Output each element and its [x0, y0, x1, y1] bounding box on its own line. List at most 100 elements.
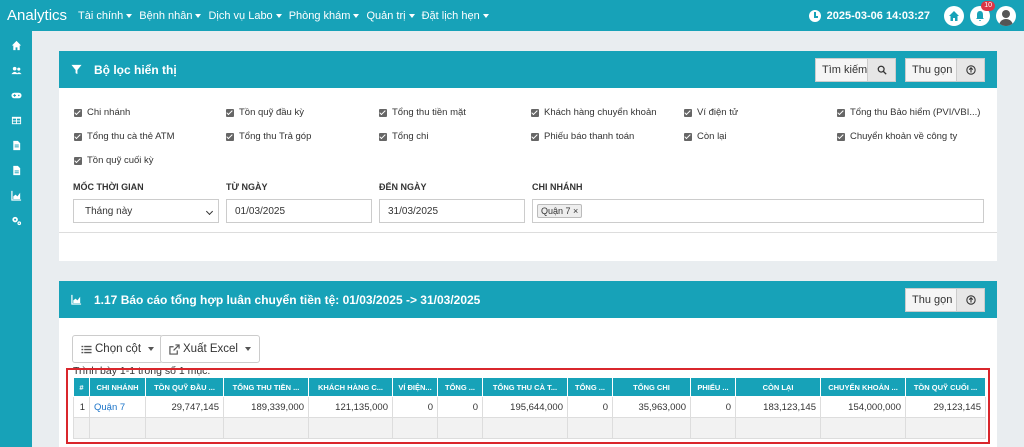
- report-collapse-button[interactable]: Thu gọn: [905, 288, 985, 312]
- table-header-row: # CHI NHÁNH TỒN QUỸ ĐẦU ... TỔNG THU TIỀ…: [73, 377, 986, 397]
- choose-columns-button[interactable]: Chọn cột: [72, 335, 164, 363]
- from-date-input[interactable]: 01/03/2025: [226, 199, 372, 223]
- home-icon: [949, 10, 959, 21]
- checkbox-tong-thu-tien-mat[interactable]: Tổng thu tiền mặt: [379, 107, 466, 118]
- branch-link[interactable]: Quận 7: [89, 396, 146, 418]
- checkbox-khach-hang-chuyen-khoan[interactable]: Khách hàng chuyển khoản: [531, 107, 657, 118]
- checkbox-checked-icon: [379, 108, 387, 117]
- cell-remaining: 183,123,145: [735, 396, 821, 418]
- checkbox-tong-thu-bao-hiem[interactable]: Tổng thu Bảo hiểm (PVI/VBI...): [837, 107, 980, 118]
- from-date-value: 01/03/2025: [235, 205, 286, 217]
- branch-tag[interactable]: Quận 7 ×: [537, 204, 583, 218]
- cell-transfer-to-company: 154,000,000: [820, 396, 906, 418]
- col-atm-card[interactable]: TỔNG THU CÀ T...: [482, 377, 568, 397]
- branch-multiselect[interactable]: Quận 7 ×: [532, 199, 984, 223]
- chevron-down-icon: [482, 13, 489, 18]
- file-icon: [12, 140, 20, 151]
- sidebar-item-documents[interactable]: [0, 158, 32, 183]
- footer-cell: [612, 417, 691, 439]
- col-index[interactable]: #: [73, 377, 90, 397]
- footer-cell: [437, 417, 483, 439]
- col-closing-balance[interactable]: TỒN QUỸ CUỐI ...: [905, 377, 986, 397]
- sidebar-item-patients[interactable]: [0, 58, 32, 83]
- menu-appointments[interactable]: Đặt lịch hẹn: [422, 10, 489, 22]
- app-brand[interactable]: Analytics: [7, 7, 68, 24]
- checkbox-vi-dien-tu[interactable]: Ví điện tử: [684, 107, 738, 118]
- col-customer-transfer[interactable]: KHÁCH HÀNG C...: [308, 377, 393, 397]
- cell-installment: 0: [567, 396, 613, 418]
- sidebar-item-home[interactable]: [0, 33, 32, 58]
- cell-cash-income: 189,339,000: [223, 396, 309, 418]
- cogs-icon: [11, 216, 21, 226]
- col-total-insurance[interactable]: TỔNG ...: [437, 377, 483, 397]
- checkbox-checked-icon: [74, 156, 82, 165]
- checkbox-checked-icon: [531, 132, 539, 141]
- chevron-down-icon: [195, 13, 202, 18]
- menu-admin[interactable]: Quản trị: [366, 10, 415, 22]
- chevron-down-icon: [353, 13, 360, 18]
- user-avatar[interactable]: [996, 5, 1016, 26]
- menu-label: Phòng khám: [288, 9, 351, 22]
- sidebar-item-tables[interactable]: [0, 108, 32, 133]
- checkbox-tong-thu-ca-the-atm[interactable]: Tổng thu cà thẻ ATM: [74, 131, 174, 142]
- sidebar-item-settings[interactable]: [0, 208, 32, 233]
- time-period-select[interactable]: Tháng này: [73, 199, 219, 223]
- sidebar-item-services[interactable]: [0, 83, 32, 108]
- cell-e-wallet: 0: [392, 396, 438, 418]
- col-installment[interactable]: TỔNG ...: [567, 377, 613, 397]
- to-date-value: 31/03/2025: [388, 205, 439, 217]
- cell-opening-balance: 29,747,145: [145, 396, 224, 418]
- filter-panel-header: Bộ lọc hiển thị Tìm kiếm Thu gọn: [59, 51, 997, 88]
- col-remaining[interactable]: CÒN LẠI: [735, 377, 821, 397]
- checkbox-chi-nhanh[interactable]: Chi nhánh: [74, 107, 130, 118]
- sidebar-item-files[interactable]: [0, 133, 32, 158]
- col-transfer-to-company[interactable]: CHUYỂN KHOẢN ...: [820, 377, 906, 397]
- sidebar-item-reports[interactable]: [0, 183, 32, 208]
- arrow-circle-up-icon: [956, 289, 984, 311]
- export-excel-button[interactable]: Xuất Excel: [160, 335, 260, 363]
- checkbox-checked-icon: [837, 108, 845, 117]
- menu-clinic[interactable]: Phòng khám: [289, 10, 360, 22]
- checkbox-ton-quy-dau-ky[interactable]: Tồn quỹ đầu kỳ: [226, 107, 304, 118]
- checkbox-label: Tổng thu Trả góp: [239, 131, 312, 142]
- checkbox-tong-thu-tra-gop[interactable]: Tổng thu Trả góp: [226, 131, 311, 142]
- checkbox-checked-icon: [837, 132, 845, 141]
- col-opening-balance[interactable]: TỒN QUỸ ĐẦU ...: [145, 377, 224, 397]
- time-period-label: MỐC THỜI GIAN: [73, 182, 144, 192]
- search-button[interactable]: Tìm kiếm: [815, 58, 896, 82]
- cell-payment-notice: 0: [690, 396, 736, 418]
- notifications-button[interactable]: 10: [970, 0, 995, 26]
- area-chart-icon: [71, 294, 82, 305]
- filter-collapse-button[interactable]: Thu gọn: [905, 58, 985, 82]
- checkbox-label: Phiếu báo thanh toán: [544, 131, 635, 142]
- checkbox-tong-chi[interactable]: Tổng chi: [379, 131, 428, 142]
- branch-label: CHI NHÁNH: [532, 182, 583, 192]
- menu-labo[interactable]: Dịch vụ Labo: [208, 10, 282, 22]
- checkbox-label: Khách hàng chuyển khoản: [544, 107, 657, 118]
- checkbox-con-lai[interactable]: Còn lại: [684, 131, 727, 142]
- checkbox-chuyen-khoan-ve-cong-ty[interactable]: Chuyển khoản về công ty: [837, 131, 957, 142]
- footer-cell: [145, 417, 224, 439]
- table-row: 1 Quận 7 29,747,145 189,339,000 121,135,…: [73, 396, 986, 418]
- home-icon: [11, 40, 21, 51]
- footer-cell: [690, 417, 736, 439]
- col-payment-notice[interactable]: PHIẾU ...: [690, 377, 736, 397]
- bell-icon: [976, 10, 984, 21]
- to-date-input[interactable]: 31/03/2025: [379, 199, 525, 223]
- col-cash-income[interactable]: TỔNG THU TIỀN ...: [223, 377, 309, 397]
- col-e-wallet[interactable]: VÍ ĐIỆN...: [392, 377, 438, 397]
- cell-total-expense: 35,963,000: [612, 396, 691, 418]
- home-button[interactable]: [944, 5, 964, 26]
- table-footer-row: [73, 417, 986, 439]
- menu-patients[interactable]: Bệnh nhân: [139, 10, 202, 22]
- checkbox-phieu-bao-thanh-toan[interactable]: Phiếu báo thanh toán: [531, 131, 634, 142]
- col-branch[interactable]: CHI NHÁNH: [89, 377, 146, 397]
- filter-title: Bộ lọc hiển thị: [94, 63, 177, 77]
- collapse-button-label: Thu gọn: [912, 294, 953, 306]
- menu-finance[interactable]: Tài chính: [78, 10, 133, 22]
- checkbox-ton-quy-cuoi-ky[interactable]: Tồn quỹ cuối kỳ: [74, 155, 154, 166]
- collapse-button-label: Thu gọn: [912, 64, 953, 76]
- footer-cell: [905, 417, 986, 439]
- col-total-expense[interactable]: TỔNG CHI: [612, 377, 691, 397]
- checkbox-checked-icon: [531, 108, 539, 117]
